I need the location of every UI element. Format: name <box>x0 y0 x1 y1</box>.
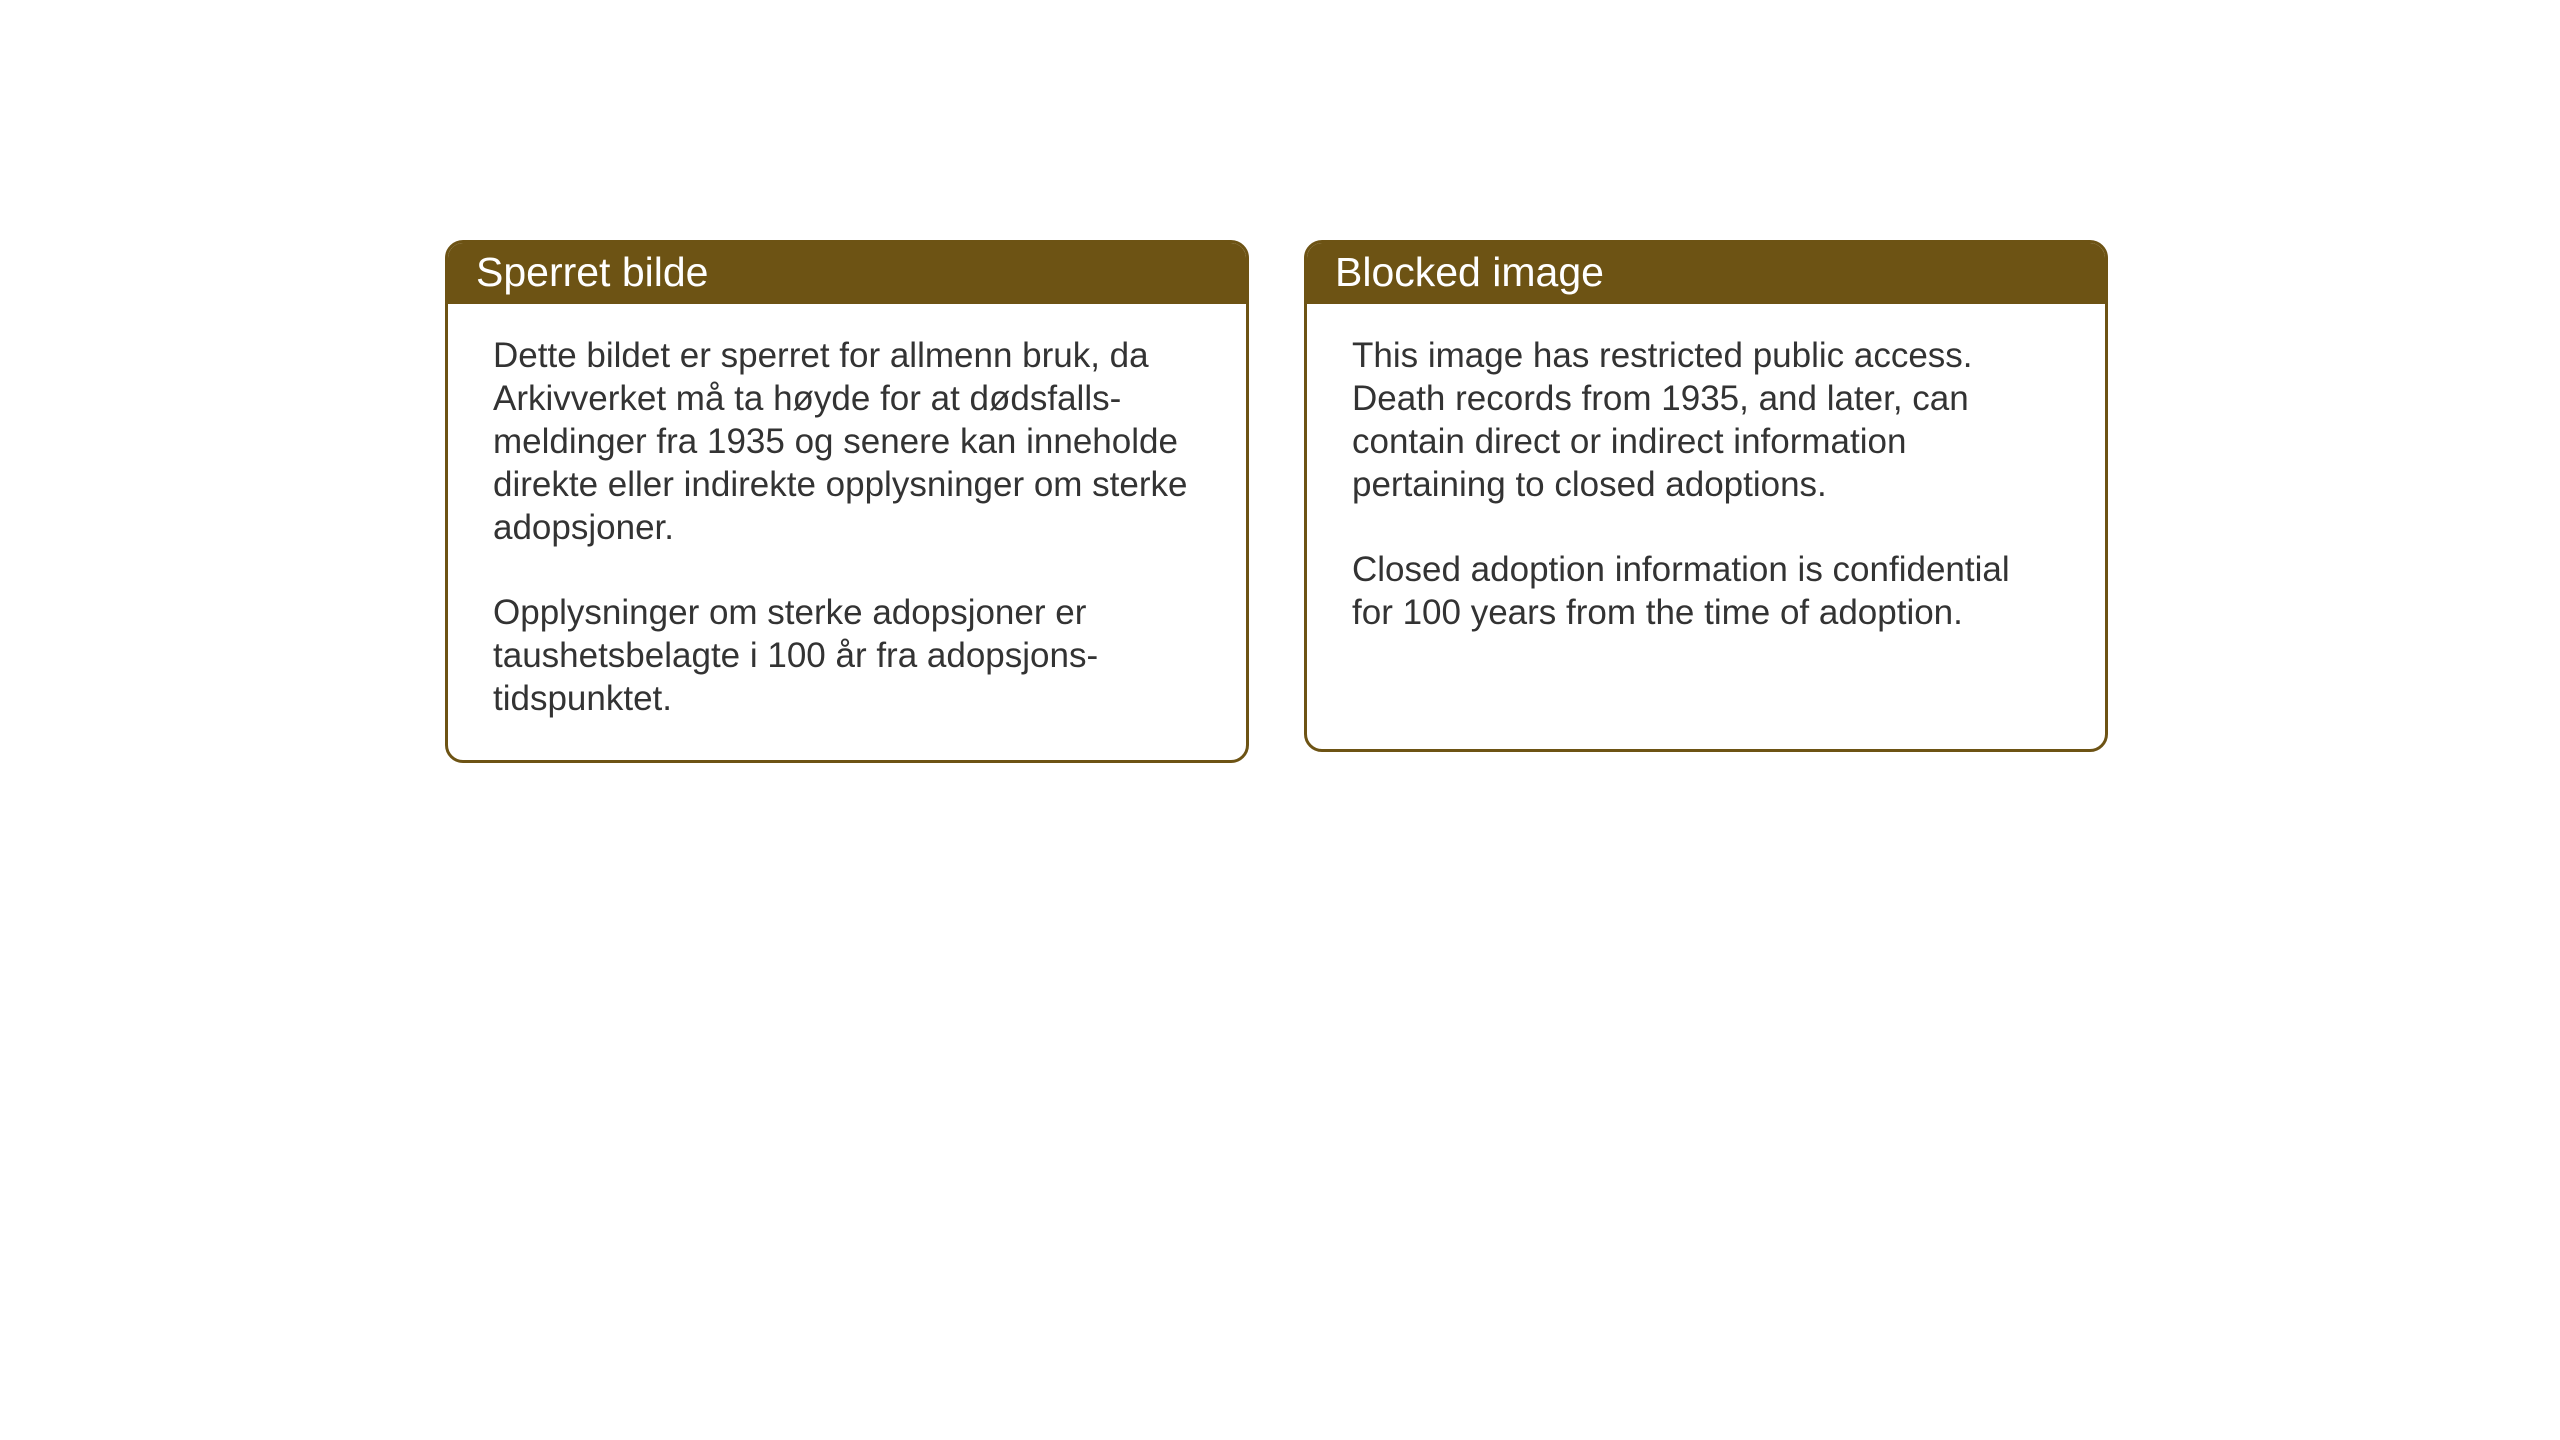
notice-header-english: Blocked image <box>1307 243 2105 304</box>
notice-paragraph-2-norwegian: Opplysninger om sterke adopsjoner er tau… <box>493 591 1201 720</box>
notice-header-norwegian: Sperret bilde <box>448 243 1246 304</box>
notice-box-norwegian: Sperret bilde Dette bildet er sperret fo… <box>445 240 1249 763</box>
notice-paragraph-2-english: Closed adoption information is confident… <box>1352 548 2060 634</box>
notice-body-norwegian: Dette bildet er sperret for allmenn bruk… <box>448 304 1246 760</box>
notice-paragraph-1-english: This image has restricted public access.… <box>1352 334 2060 506</box>
notice-container: Sperret bilde Dette bildet er sperret fo… <box>445 240 2108 763</box>
notice-body-english: This image has restricted public access.… <box>1307 304 2105 674</box>
notice-box-english: Blocked image This image has restricted … <box>1304 240 2108 752</box>
notice-paragraph-1-norwegian: Dette bildet er sperret for allmenn bruk… <box>493 334 1201 549</box>
